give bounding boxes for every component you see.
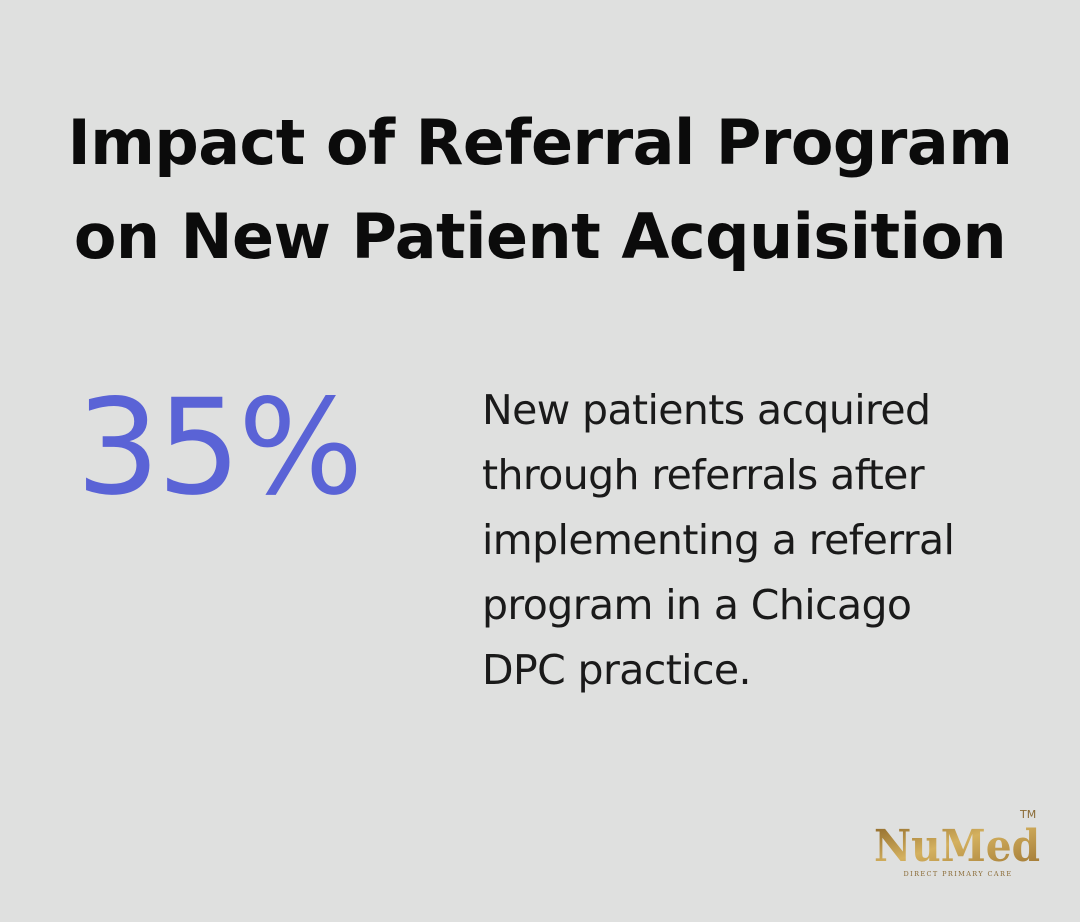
stat-value: 35%	[76, 371, 363, 525]
description-line-2: through referrals after	[482, 451, 925, 499]
title-line-2: on New Patient Acquisition	[73, 200, 1007, 273]
numed-logo-graphic: TM NuMed DIRECT PRIMARY CARE	[874, 808, 1040, 878]
description-line-5: DPC practice.	[482, 646, 752, 694]
logo-tagline: DIRECT PRIMARY CARE	[904, 870, 1013, 878]
description-line-1: New patients acquired	[482, 386, 931, 434]
stat-description: New patients acquired through referrals …	[482, 378, 1042, 703]
title-line-1: Impact of Referral Program	[67, 106, 1013, 179]
description-line-4: program in a Chicago	[482, 581, 912, 629]
description-line-3: implementing a referral	[482, 516, 955, 564]
numed-logo: TM NuMed DIRECT PRIMARY CARE	[872, 806, 1044, 880]
page-title: Impact of Referral Program on New Patien…	[0, 96, 1080, 284]
logo-wordmark: NuMed	[874, 821, 1040, 872]
trademark-mark: TM	[1019, 808, 1036, 821]
